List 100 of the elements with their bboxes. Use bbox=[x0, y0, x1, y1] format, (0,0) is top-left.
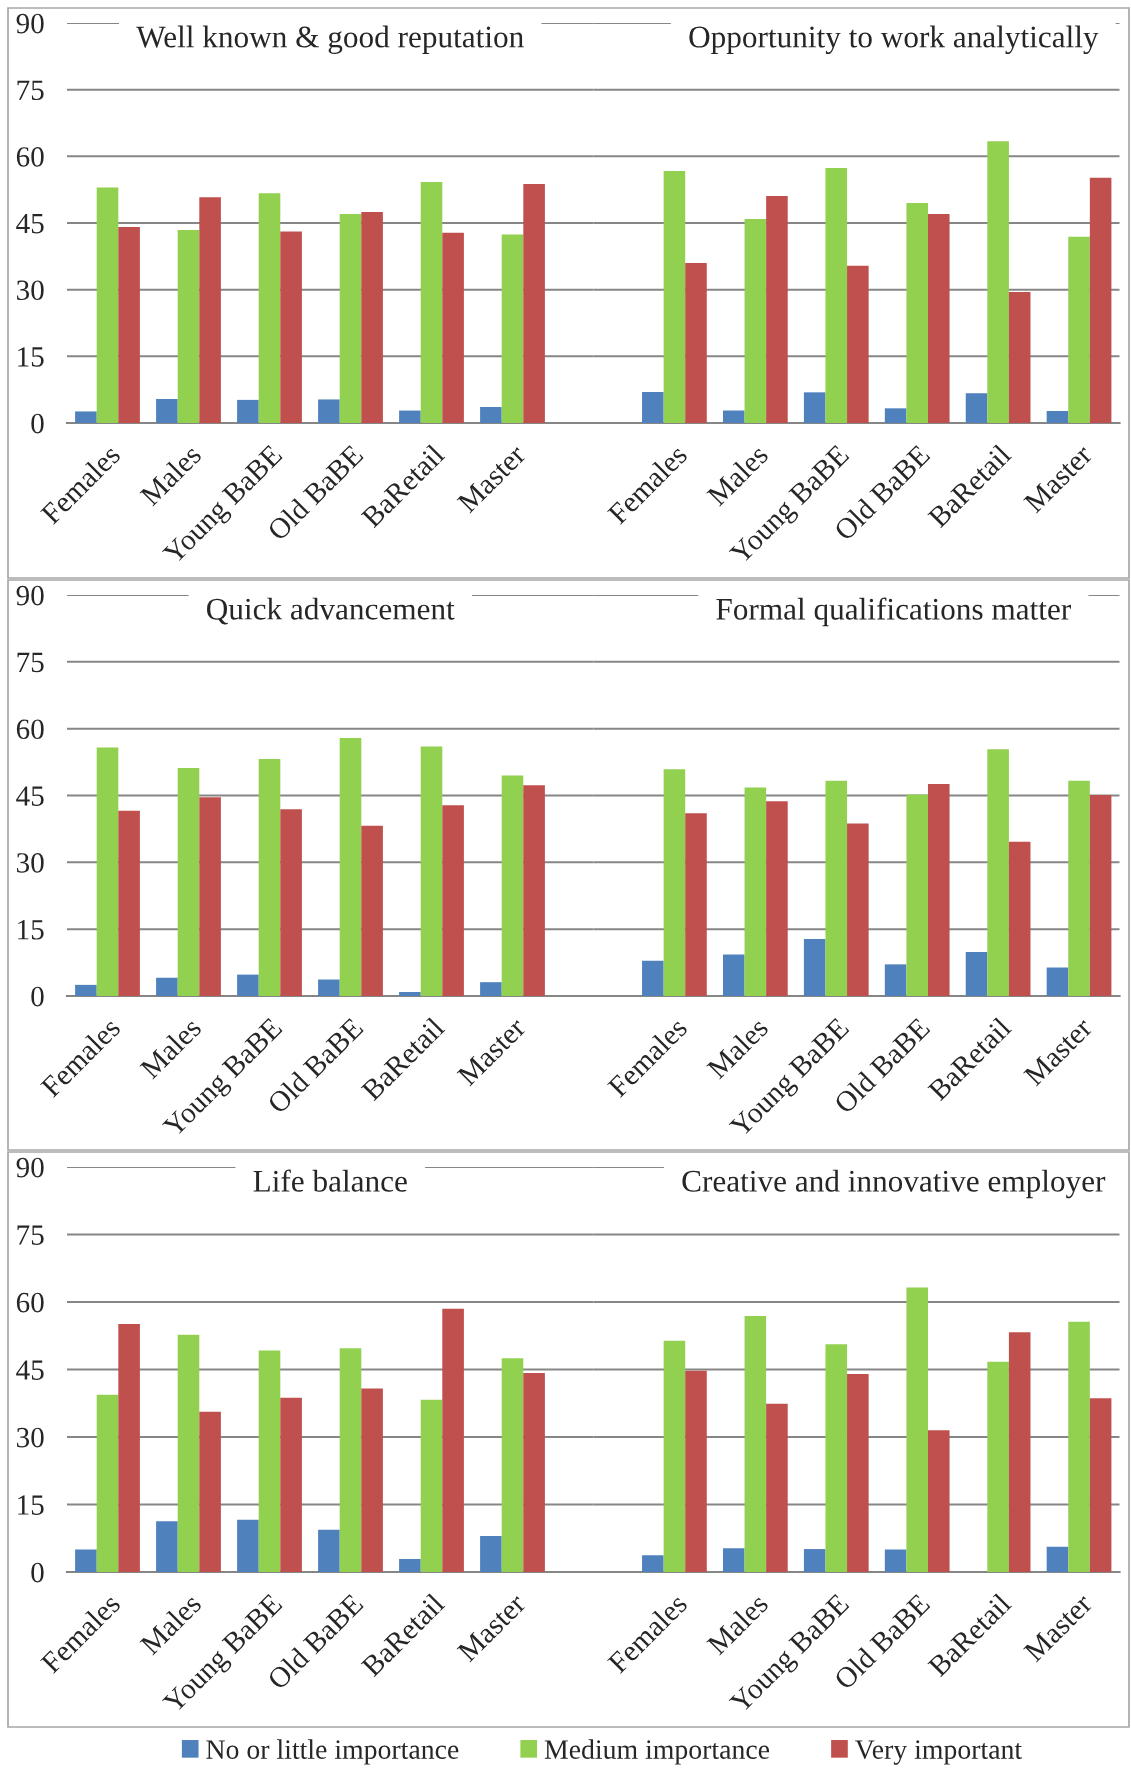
bar bbox=[766, 1403, 788, 1572]
bar bbox=[987, 141, 1009, 423]
y-tick-label: 30 bbox=[17, 280, 44, 301]
bar bbox=[766, 195, 788, 423]
bar bbox=[642, 960, 664, 996]
bar bbox=[825, 167, 848, 423]
bar bbox=[744, 1315, 767, 1572]
bar bbox=[884, 1549, 907, 1572]
y-tick-label: 75 bbox=[17, 80, 44, 101]
bar bbox=[1008, 1332, 1031, 1572]
bar bbox=[987, 1361, 1009, 1572]
bar bbox=[685, 813, 707, 996]
bar bbox=[906, 1287, 928, 1572]
bar bbox=[987, 749, 1009, 996]
bar bbox=[199, 1411, 221, 1572]
chart-title: Quick advancement bbox=[207, 597, 455, 625]
bar bbox=[96, 1394, 119, 1572]
bar bbox=[399, 1558, 421, 1572]
bar bbox=[722, 410, 745, 423]
bar bbox=[96, 187, 119, 423]
bar bbox=[642, 1555, 664, 1572]
bar bbox=[965, 393, 988, 423]
bar bbox=[1089, 177, 1112, 423]
bar bbox=[75, 411, 97, 423]
bar bbox=[803, 1549, 826, 1572]
bar bbox=[75, 984, 97, 996]
bar bbox=[1089, 1398, 1112, 1572]
bar bbox=[825, 780, 848, 996]
bar bbox=[927, 783, 950, 996]
bar bbox=[199, 197, 221, 423]
bar bbox=[906, 203, 928, 423]
bar bbox=[258, 193, 281, 423]
bar bbox=[722, 954, 745, 996]
y-tick-label: 60 bbox=[16, 719, 44, 740]
bar bbox=[75, 1549, 97, 1572]
bar bbox=[420, 746, 443, 996]
bar bbox=[280, 809, 302, 996]
bar bbox=[847, 265, 869, 423]
bar bbox=[906, 794, 928, 996]
bar bbox=[280, 1397, 302, 1572]
bar bbox=[420, 182, 443, 423]
y-tick-label: 15 bbox=[18, 920, 44, 940]
bar bbox=[766, 801, 788, 996]
bar bbox=[480, 1536, 502, 1572]
bar bbox=[1068, 1321, 1090, 1572]
y-tick-label: 60 bbox=[16, 147, 44, 167]
bar bbox=[177, 767, 200, 996]
bar bbox=[480, 982, 502, 996]
bar bbox=[237, 399, 259, 423]
bar bbox=[237, 1519, 259, 1572]
bar bbox=[399, 991, 421, 996]
bar bbox=[118, 810, 140, 996]
bar bbox=[361, 211, 383, 423]
bar bbox=[361, 825, 383, 996]
bar bbox=[480, 407, 502, 423]
bar bbox=[1089, 795, 1112, 996]
bar bbox=[1046, 1546, 1069, 1572]
bar bbox=[156, 399, 178, 423]
legend-label: Medium importance bbox=[544, 1739, 770, 1765]
bar bbox=[237, 974, 259, 996]
bar bbox=[442, 232, 464, 423]
bar bbox=[884, 964, 907, 996]
bar bbox=[744, 787, 767, 996]
bar bbox=[318, 1529, 340, 1572]
bar bbox=[399, 410, 421, 423]
bar bbox=[96, 747, 119, 996]
y-tick-label: 75 bbox=[17, 1225, 44, 1245]
y-tick-label: 0 bbox=[31, 1562, 44, 1583]
bar bbox=[199, 797, 221, 996]
bar bbox=[642, 391, 664, 423]
bar bbox=[420, 1399, 443, 1572]
bar bbox=[884, 408, 907, 423]
legend-label: Very important bbox=[855, 1740, 1022, 1765]
bar bbox=[118, 227, 140, 423]
chart-title: Creative and innovative employer bbox=[682, 1169, 1106, 1199]
bar bbox=[663, 769, 686, 996]
bar bbox=[501, 234, 524, 423]
bar bbox=[1046, 411, 1069, 423]
bar bbox=[1046, 967, 1069, 996]
bar bbox=[156, 1521, 178, 1572]
bar bbox=[118, 1324, 140, 1572]
y-tick-label: 75 bbox=[17, 652, 44, 673]
bar bbox=[501, 775, 524, 996]
bar bbox=[177, 1334, 200, 1572]
y-tick-label: 90 bbox=[16, 1157, 44, 1178]
bar bbox=[523, 1373, 545, 1572]
bar bbox=[339, 1348, 362, 1572]
y-tick-label: 45 bbox=[16, 213, 44, 234]
bar bbox=[663, 1340, 686, 1572]
chart-title: Opportunity to work analytically bbox=[689, 25, 1099, 55]
bar bbox=[1068, 236, 1090, 423]
bar bbox=[523, 183, 545, 423]
bar bbox=[318, 979, 340, 996]
bar bbox=[1008, 291, 1031, 423]
bar bbox=[927, 214, 950, 423]
chart-title: Life balance bbox=[253, 1169, 407, 1192]
y-tick-label: 30 bbox=[17, 1427, 44, 1448]
chart-title: Formal qualifications matter bbox=[716, 597, 1071, 627]
y-tick-label: 30 bbox=[17, 853, 44, 873]
bar bbox=[1008, 841, 1031, 996]
